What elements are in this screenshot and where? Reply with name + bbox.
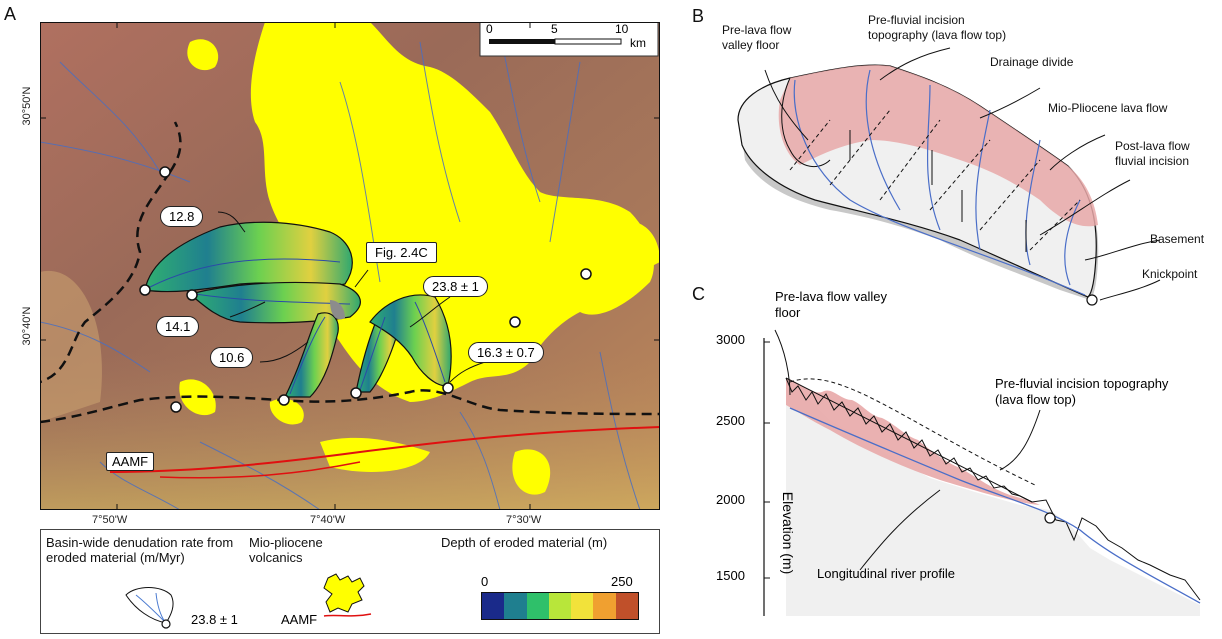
study-basins bbox=[144, 221, 452, 398]
c-label-pre-fluvial: Pre-fluvial incision topography (lava fl… bbox=[995, 376, 1169, 407]
dashed-boundary bbox=[40, 389, 660, 424]
legend-depth-max: 250 bbox=[611, 574, 633, 589]
svg-text:fluvial incision: fluvial incision bbox=[1115, 154, 1189, 168]
scale-tick-0: 0 bbox=[486, 22, 493, 36]
block-rivers bbox=[793, 69, 1086, 296]
svg-text:topography (lava flow top): topography (lava flow top) bbox=[868, 28, 1006, 42]
c-ytick-2000: 2000 bbox=[716, 492, 745, 507]
svg-text:Pre-fluvial incision: Pre-fluvial incision bbox=[868, 13, 965, 27]
legend-rate-example: 23.8 ± 1 bbox=[191, 612, 238, 627]
colorbar-swatch-6 bbox=[615, 593, 638, 619]
callout-23-8: 23.8 ± 1 bbox=[423, 276, 488, 297]
callout-14-1: 14.1 bbox=[156, 316, 200, 337]
c-ytick-2500: 2500 bbox=[716, 413, 745, 428]
basement-section bbox=[786, 378, 1200, 616]
svg-text:Knickpoint: Knickpoint bbox=[1142, 267, 1198, 281]
aamf-fault bbox=[109, 426, 660, 473]
lon-label-7-50: 7°50'W bbox=[92, 514, 128, 526]
scale-unit: km bbox=[630, 36, 646, 50]
colorbar-swatch-5 bbox=[593, 593, 616, 619]
map-canvas bbox=[40, 22, 660, 510]
colorbar-swatch-2 bbox=[526, 593, 549, 619]
legend-depth-min: 0 bbox=[481, 574, 489, 589]
callout-16-3: 16.3 ± 0.7 bbox=[468, 342, 544, 363]
legend-rate-title: Basin-wide denudation rate from eroded m… bbox=[46, 535, 234, 565]
basin-10-6 bbox=[284, 312, 339, 398]
c-y-axis-label: Elevation (m) bbox=[780, 491, 796, 575]
legend-fault-label: AAMF bbox=[281, 612, 318, 627]
depth-colorbar bbox=[481, 592, 639, 620]
scale-tick-10: 10 bbox=[615, 22, 629, 36]
c-ytick-1500: 1500 bbox=[716, 568, 745, 583]
block-diagram bbox=[737, 47, 1161, 306]
b-label-pre-lava-1: Pre-lava flow bbox=[722, 23, 792, 37]
panel-label-b: B bbox=[692, 6, 705, 26]
callout-10-6: 10.6 bbox=[210, 347, 254, 368]
colorbar-swatch-0 bbox=[482, 593, 505, 619]
basin-16-3 bbox=[369, 294, 452, 387]
scale-tick-5: 5 bbox=[551, 22, 558, 36]
b-label-pre-lava-2: valley floor bbox=[722, 38, 779, 52]
callout-fig-2-4c: Fig. 2.4C bbox=[366, 242, 437, 263]
c-ytick-3000: 3000 bbox=[716, 332, 745, 347]
volcanics-icon bbox=[323, 573, 372, 617]
svg-text:Post-lava flow: Post-lava flow bbox=[1115, 139, 1190, 153]
lon-label-7-40: 7°40'W bbox=[310, 514, 346, 526]
map-legend: Basin-wide denudation rate from eroded m… bbox=[40, 529, 660, 634]
svg-text:Basement: Basement bbox=[1150, 232, 1205, 246]
svg-text:Mio-Pliocene lava flow: Mio-Pliocene lava flow bbox=[1048, 101, 1168, 115]
colorbar-swatch-3 bbox=[548, 593, 572, 619]
svg-text:Drainage divide: Drainage divide bbox=[990, 55, 1074, 69]
c-label-pre-lava: Pre-lava flow valley floor bbox=[775, 289, 887, 320]
basin-14-1 bbox=[188, 281, 361, 324]
river-profile-line bbox=[789, 407, 1201, 604]
knickpoint-marker bbox=[1086, 294, 1098, 306]
legend-depth-title: Depth of eroded material (m) bbox=[441, 535, 608, 550]
legend-basin-icon bbox=[125, 587, 174, 629]
c-label-river: Longitudinal river profile bbox=[817, 566, 956, 581]
legend-volc-title: Mio-pliocene volcanics bbox=[249, 535, 323, 565]
basin-12-8 bbox=[144, 221, 353, 293]
lon-label-7-30: 7°30'W bbox=[506, 514, 542, 526]
colorbar-swatch-4 bbox=[571, 593, 594, 619]
fault-label-aamf: AAMF bbox=[106, 452, 155, 471]
panel-label-a: A bbox=[4, 4, 17, 24]
panel-label-c: C bbox=[692, 284, 705, 304]
callout-12-8: 12.8 bbox=[160, 206, 204, 227]
hillshade-map: 0 5 10 km 12.8 14.1 10.6 23.8 ± 1 16.3 ±… bbox=[40, 22, 660, 510]
basin-outlets bbox=[139, 166, 592, 413]
profile-panel bbox=[763, 329, 1201, 616]
colorbar-swatch-1 bbox=[504, 593, 527, 619]
